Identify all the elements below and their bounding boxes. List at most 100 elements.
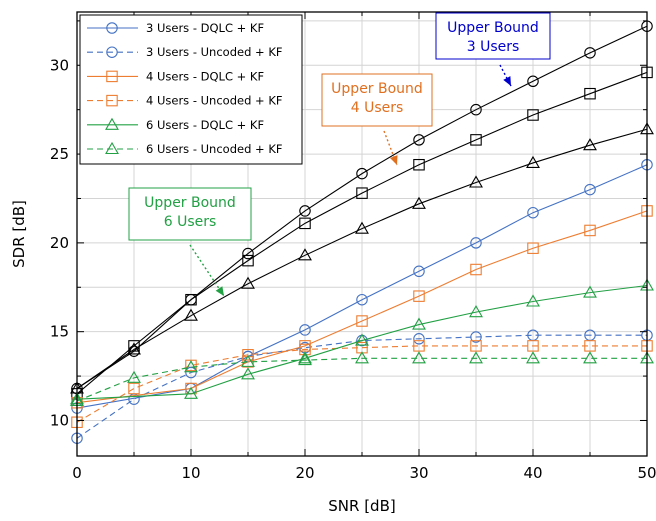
x-tick-label: 50 (637, 464, 656, 482)
legend: 3 Users - DQLC + KF 3 Users - Uncoded + K… (79, 14, 303, 165)
annotation-arrow (189, 244, 225, 297)
upper-bound-series (71, 66, 653, 400)
legend-entry: 4 Users - Uncoded + KF (146, 94, 282, 108)
annotation-box (435, 12, 551, 60)
series-marker (298, 351, 312, 364)
x-tick-label: 20 (295, 464, 314, 482)
series-marker (470, 331, 482, 343)
legend-entry: 3 Users - Uncoded + KF (146, 45, 282, 59)
series-marker (584, 340, 596, 352)
y-tick-label: 25 (50, 145, 69, 163)
series-marker (128, 382, 140, 395)
annotation-arrowhead (215, 286, 224, 296)
annotation: Upper Bound 4 Users (321, 73, 433, 166)
series-marker (526, 294, 540, 307)
series-marker (184, 360, 198, 373)
series-marker (470, 237, 482, 249)
series-marker (413, 265, 425, 278)
series-marker (356, 167, 368, 180)
series-line (76, 128, 648, 389)
x-tick-label: 40 (523, 464, 542, 482)
series-marker (526, 351, 540, 364)
series-marker (527, 109, 539, 121)
x-axis-title: SNR [dB] (328, 497, 395, 515)
series-marker (242, 349, 254, 361)
annotation-label: Upper Bound (331, 81, 423, 97)
series-marker (412, 351, 426, 364)
annotation: Upper Bound 3 Users (435, 12, 551, 87)
legend-marker (106, 46, 118, 58)
annotation-arrowhead (503, 76, 511, 86)
series-line (76, 164, 648, 409)
series-marker (299, 217, 311, 230)
series-marker (127, 342, 141, 355)
legend-marker (105, 141, 119, 155)
series-marker (241, 354, 255, 367)
series-marker (413, 290, 425, 302)
series-marker (584, 224, 596, 237)
series-marker (184, 386, 198, 399)
series-marker (241, 367, 255, 380)
plot-curves (70, 20, 654, 444)
series-marker (412, 196, 426, 209)
y-axis-title: SDR [dB] (10, 200, 28, 268)
annotation-arrowhead (390, 155, 398, 165)
series-line (76, 210, 648, 404)
x-tick-label: 30 (409, 464, 428, 482)
series-marker (298, 248, 312, 261)
legend-marker (106, 22, 118, 34)
series-marker (527, 75, 539, 88)
annotation-label: 4 Users (351, 100, 404, 116)
series-marker (242, 247, 254, 260)
legend-entry: 6 Users - Uncoded + KF (146, 142, 282, 156)
y-tick-label: 10 (50, 411, 69, 429)
series-marker (299, 324, 311, 336)
annotation-box (128, 187, 252, 241)
legend-marker (106, 94, 118, 107)
series-marker (241, 276, 255, 289)
legend-entry: 6 Users - DQLC + KF (146, 118, 264, 132)
series-marker (184, 308, 198, 321)
series-marker (355, 221, 369, 234)
series-marker (469, 175, 483, 188)
legend-entry: 4 Users - DQLC + KF (146, 69, 264, 83)
annotation-arrow (383, 130, 398, 166)
series-marker (185, 366, 197, 379)
x-tick-label: 10 (181, 464, 200, 482)
series-marker (584, 87, 596, 100)
annotation-label: Upper Bound (447, 20, 539, 36)
legend-marker (105, 117, 119, 130)
series-marker (527, 206, 539, 219)
series-marker (355, 351, 369, 364)
series-marker (470, 103, 482, 116)
series-marker (470, 340, 482, 352)
x-tick-label: 0 (72, 464, 82, 482)
series-marker (355, 333, 369, 346)
series-line (76, 357, 647, 402)
series-line (76, 284, 648, 400)
series-marker (356, 187, 368, 199)
series-line (76, 71, 648, 395)
series-marker (298, 352, 312, 366)
y-tick-label: 30 (50, 56, 69, 74)
legend-box (79, 14, 303, 165)
series-marker (413, 158, 425, 171)
series-marker (127, 370, 141, 383)
axis-ticks: 0 10 20 30 40 50 10 15 20 25 30 (50, 12, 656, 482)
annotation-box (321, 73, 433, 127)
series-marker (469, 305, 483, 318)
series-marker (583, 285, 597, 298)
series-marker (527, 242, 539, 254)
y-tick-label: 15 (50, 323, 69, 341)
series-marker (584, 183, 596, 196)
series-marker (299, 205, 311, 217)
series-line (76, 334, 647, 439)
series-marker (583, 351, 597, 364)
series-marker (412, 317, 426, 330)
series-marker (413, 134, 425, 146)
annotation-label: Upper Bound (144, 195, 236, 211)
series-marker (185, 293, 197, 306)
series-marker (356, 315, 368, 327)
